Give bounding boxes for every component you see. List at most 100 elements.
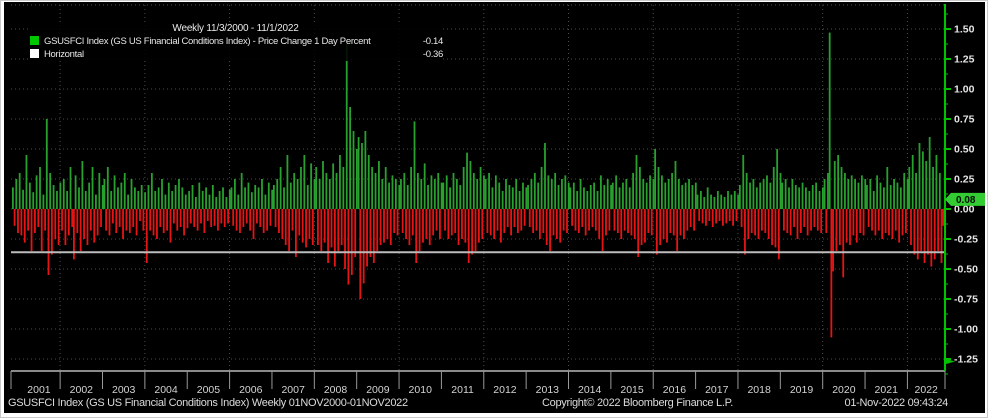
down-bar (764, 209, 767, 233)
up-bar (691, 185, 694, 209)
up-bar (184, 194, 187, 209)
down-bar (232, 209, 235, 226)
down-bar (623, 209, 626, 231)
up-bar (95, 194, 97, 209)
up-bar (932, 167, 934, 209)
up-bar (661, 175, 663, 209)
down-bar (76, 209, 79, 233)
up-bar (416, 173, 419, 209)
up-bar (306, 185, 309, 209)
up-bar (628, 187, 631, 209)
legend-horizontal-row[interactable]: Horizontal -0.36 (28, 48, 443, 61)
up-bar (840, 167, 843, 209)
down-bar (347, 209, 350, 285)
up-bar (283, 187, 285, 209)
down-bar (849, 209, 851, 245)
down-bar (200, 209, 202, 224)
down-bar (86, 209, 89, 245)
down-bar (871, 209, 873, 231)
y-axis-tick-label: 0.50 (954, 144, 975, 156)
down-bar (493, 209, 496, 239)
down-bar (806, 209, 809, 236)
up-bar (191, 185, 194, 209)
x-axis-year-label: 2016 (663, 384, 687, 396)
down-bar (910, 209, 912, 245)
down-bar (323, 209, 326, 243)
price-change-chart[interactable]: 2001 2002 2003 2004 2005 2006 2007 2008 2009 2010… (4, 2, 985, 413)
x-axis-year-label: 2007 (281, 384, 305, 396)
up-bar (610, 185, 612, 209)
up-bar (325, 173, 328, 209)
down-bar (142, 209, 145, 231)
x-axis-year-label: 2012 (493, 384, 517, 396)
up-bar (586, 191, 589, 209)
up-bar (759, 182, 762, 209)
y-axis-tick-label: -1.00 (954, 324, 978, 336)
up-bar (664, 182, 667, 209)
up-bar (49, 173, 52, 209)
up-bar (211, 185, 214, 209)
up-bar (427, 185, 429, 209)
up-bar (515, 179, 518, 209)
up-bar (483, 175, 485, 209)
down-bar (927, 209, 929, 255)
down-bar (61, 209, 63, 231)
down-bar (940, 209, 943, 263)
up-bar (88, 182, 91, 209)
down-bar (757, 209, 760, 239)
up-bar (12, 187, 14, 209)
down-bar (118, 209, 121, 227)
up-bar (713, 197, 716, 209)
legend-series-row[interactable]: GSUSFCI Index (GS US Financial Condition… (28, 35, 443, 48)
x-axis-year-label: 2018 (747, 384, 771, 396)
up-bar (130, 179, 133, 209)
down-bar (34, 209, 36, 233)
down-bar (428, 209, 431, 245)
up-bar (84, 191, 87, 209)
down-bar (683, 209, 685, 239)
up-bar (215, 197, 218, 209)
down-bar (549, 209, 551, 251)
chart-legend: Weekly 11/3/2000 - 11/1/2022 GSUSFCI Ind… (28, 22, 443, 61)
up-bar (688, 179, 690, 209)
down-bar (249, 209, 252, 231)
down-bar (30, 209, 33, 251)
up-bar (837, 155, 840, 209)
up-bar (361, 143, 363, 209)
up-bar (433, 179, 436, 209)
down-bar (135, 209, 138, 236)
up-bar (449, 187, 451, 209)
down-bar (669, 209, 672, 233)
up-bar (32, 192, 35, 209)
up-bar (896, 182, 899, 209)
down-bar (186, 209, 189, 229)
down-bar (650, 209, 653, 236)
down-bar (633, 209, 636, 239)
up-bar (882, 187, 885, 209)
x-axis-year-label: 2013 (536, 384, 560, 396)
down-bar (686, 209, 689, 231)
down-bar (750, 209, 753, 233)
down-bar (239, 209, 241, 233)
up-bar (244, 187, 246, 209)
up-bar (413, 121, 416, 209)
footer-copyright: Copyright© 2022 Bloomberg Finance L.P. (542, 397, 733, 409)
up-bar (603, 185, 606, 209)
down-bar (383, 209, 385, 243)
up-bar (906, 179, 909, 209)
up-bar (171, 191, 174, 209)
up-bar (69, 167, 72, 209)
down-bar (294, 209, 297, 257)
up-bar (779, 173, 782, 209)
down-bar (83, 209, 85, 239)
down-bar (605, 209, 607, 236)
down-bar (920, 209, 923, 251)
down-bar (278, 209, 280, 233)
up-bar (518, 191, 521, 209)
up-bar (286, 155, 289, 209)
up-bar (572, 182, 575, 209)
up-bar (271, 189, 274, 209)
last-value-badge-text: 0.08 (956, 195, 976, 206)
down-bar (366, 209, 368, 267)
down-bar (320, 209, 323, 251)
